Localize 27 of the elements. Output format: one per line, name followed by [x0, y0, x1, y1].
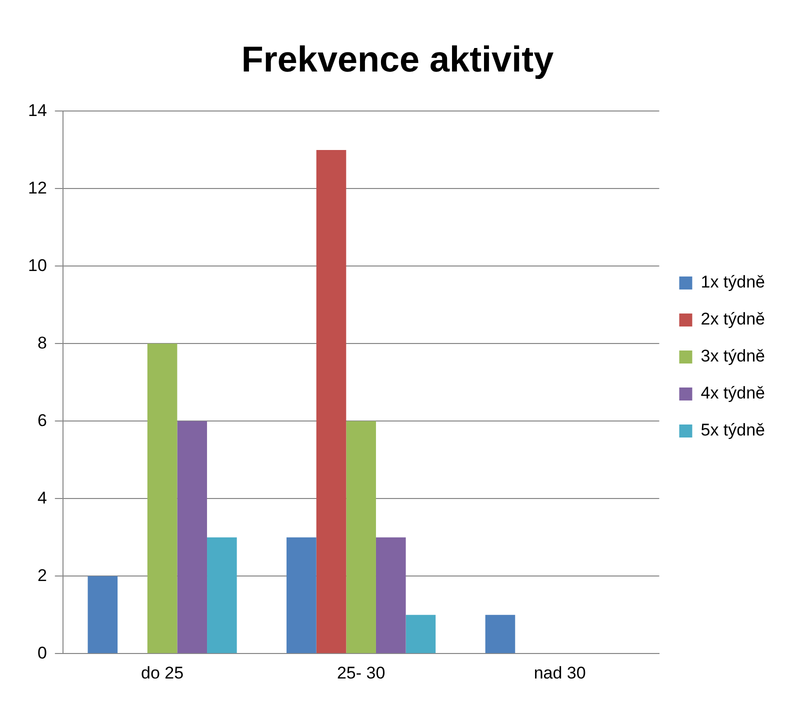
bar [286, 537, 316, 654]
bar [346, 421, 376, 654]
y-tick-label: 0 [37, 643, 47, 662]
legend-label: 5x týdně [700, 420, 765, 440]
legend-label: 2x týdně [700, 310, 765, 329]
bar [177, 421, 208, 654]
bar [88, 576, 118, 654]
y-tick-label: 8 [37, 333, 47, 352]
y-tick-label: 6 [37, 410, 47, 430]
x-tick-label: nad 30 [534, 663, 586, 682]
y-tick-label: 4 [37, 488, 47, 508]
bar [406, 614, 436, 654]
bar [147, 344, 178, 654]
y-tick-label: 12 [28, 178, 47, 198]
bar [376, 537, 406, 654]
x-tick-label: 25- 30 [336, 663, 386, 682]
legend-label: 3x týdně [700, 346, 765, 366]
legend-label: 4x týdně [700, 384, 765, 403]
x-tick-label: do 25 [141, 663, 184, 682]
y-tick-label: 10 [28, 256, 47, 275]
chart-title: Frekvence aktivity [241, 38, 554, 80]
legend-label: 1x týdně [700, 272, 765, 292]
bar [207, 537, 237, 654]
y-tick-label: 2 [37, 566, 47, 585]
bar [316, 150, 346, 654]
y-tick-label: 14 [28, 100, 47, 120]
bar [485, 614, 516, 654]
